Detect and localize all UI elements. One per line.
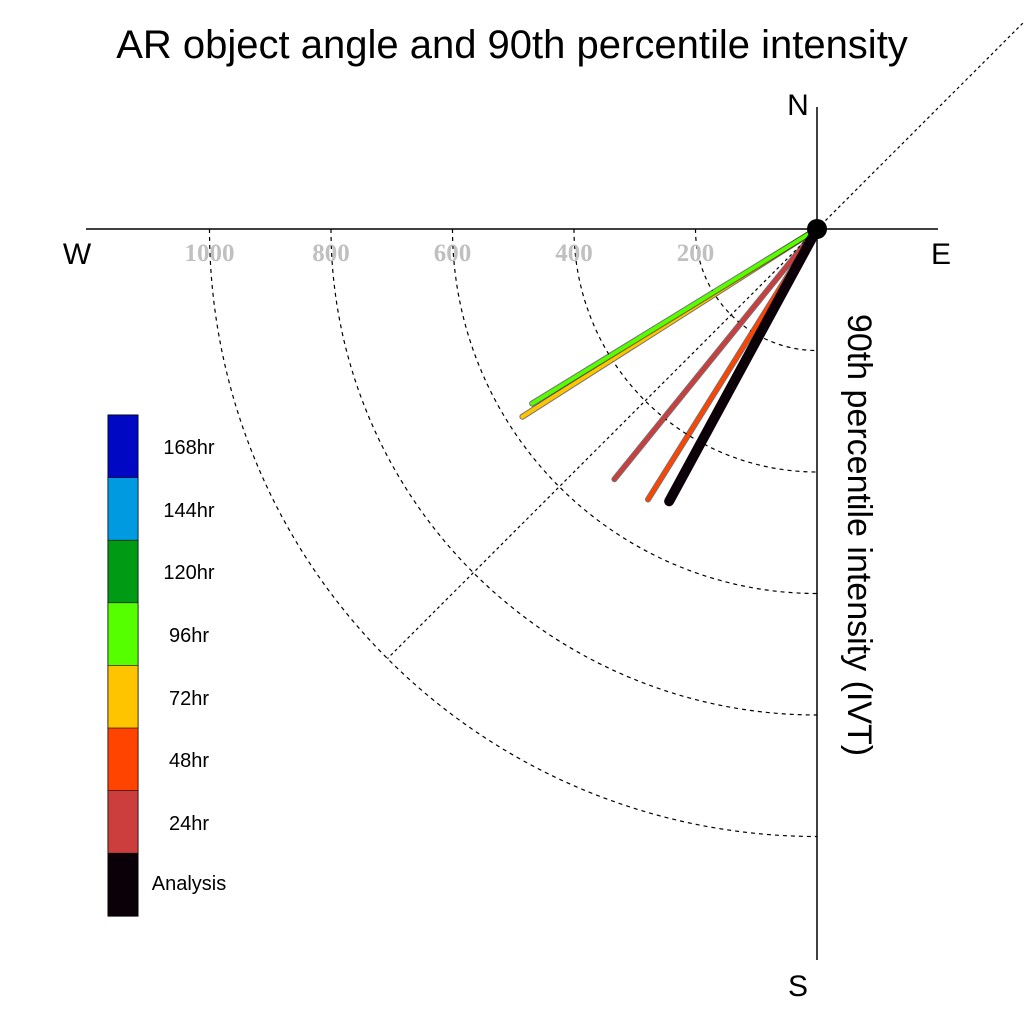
legend-swatch-144hr: [107, 477, 139, 542]
series-line-96hr: [530, 227, 819, 406]
series-lines: [519, 224, 822, 507]
west-label: W: [63, 238, 92, 271]
origin-marker: [807, 219, 827, 239]
y-axis-label: 90th percentile intensity (IVT): [840, 314, 878, 756]
legend-label-96hr: 96hr: [169, 625, 209, 647]
tick-label-1000: 1000: [185, 240, 235, 267]
ring-200: [694, 228, 818, 352]
tick-label-600: 600: [434, 240, 472, 267]
legend-swatches: [107, 414, 139, 917]
legend: 168hr 144hr 120hr 96hr 72hr 48hr 24hr An…: [107, 414, 226, 917]
radial-grid: [208, 228, 818, 838]
legend-label-48hr: 48hr: [169, 750, 209, 772]
legend-label-analysis: Analysis: [152, 873, 226, 895]
legend-swatch-72hr: [107, 665, 139, 729]
legend-swatch-96hr: [107, 602, 139, 667]
legend-label-24hr: 24hr: [169, 813, 209, 835]
legend-label-168hr: 168hr: [163, 437, 214, 459]
tick-label-800: 800: [312, 240, 350, 267]
east-label: E: [931, 238, 951, 271]
tick-label-200: 200: [677, 240, 715, 267]
series-line-analysis: [664, 224, 822, 507]
radial-tick-labels: 200 400 600 800 1000: [185, 240, 715, 267]
legend-swatch-24hr: [107, 790, 139, 854]
chart-title: AR object angle and 90th percentile inte…: [116, 23, 908, 67]
legend-swatch-48hr: [107, 727, 139, 792]
ring-800: [330, 228, 818, 716]
series-line-24hr: [612, 227, 819, 482]
ring-1000: [208, 228, 818, 838]
south-label: S: [788, 970, 808, 1003]
legend-swatch-analysis: [107, 852, 139, 917]
tick-label-400: 400: [555, 240, 593, 267]
diagonal-225: [387, 228, 818, 659]
legend-label-120hr: 120hr: [163, 562, 214, 584]
legend-label-72hr: 72hr: [169, 688, 209, 710]
legend-swatch-168hr: [107, 414, 139, 479]
diagonal-gridlines: [387, 21, 1024, 659]
legend-label-144hr: 144hr: [163, 500, 214, 522]
legend-swatch-120hr: [107, 539, 139, 604]
north-label: N: [787, 89, 809, 122]
